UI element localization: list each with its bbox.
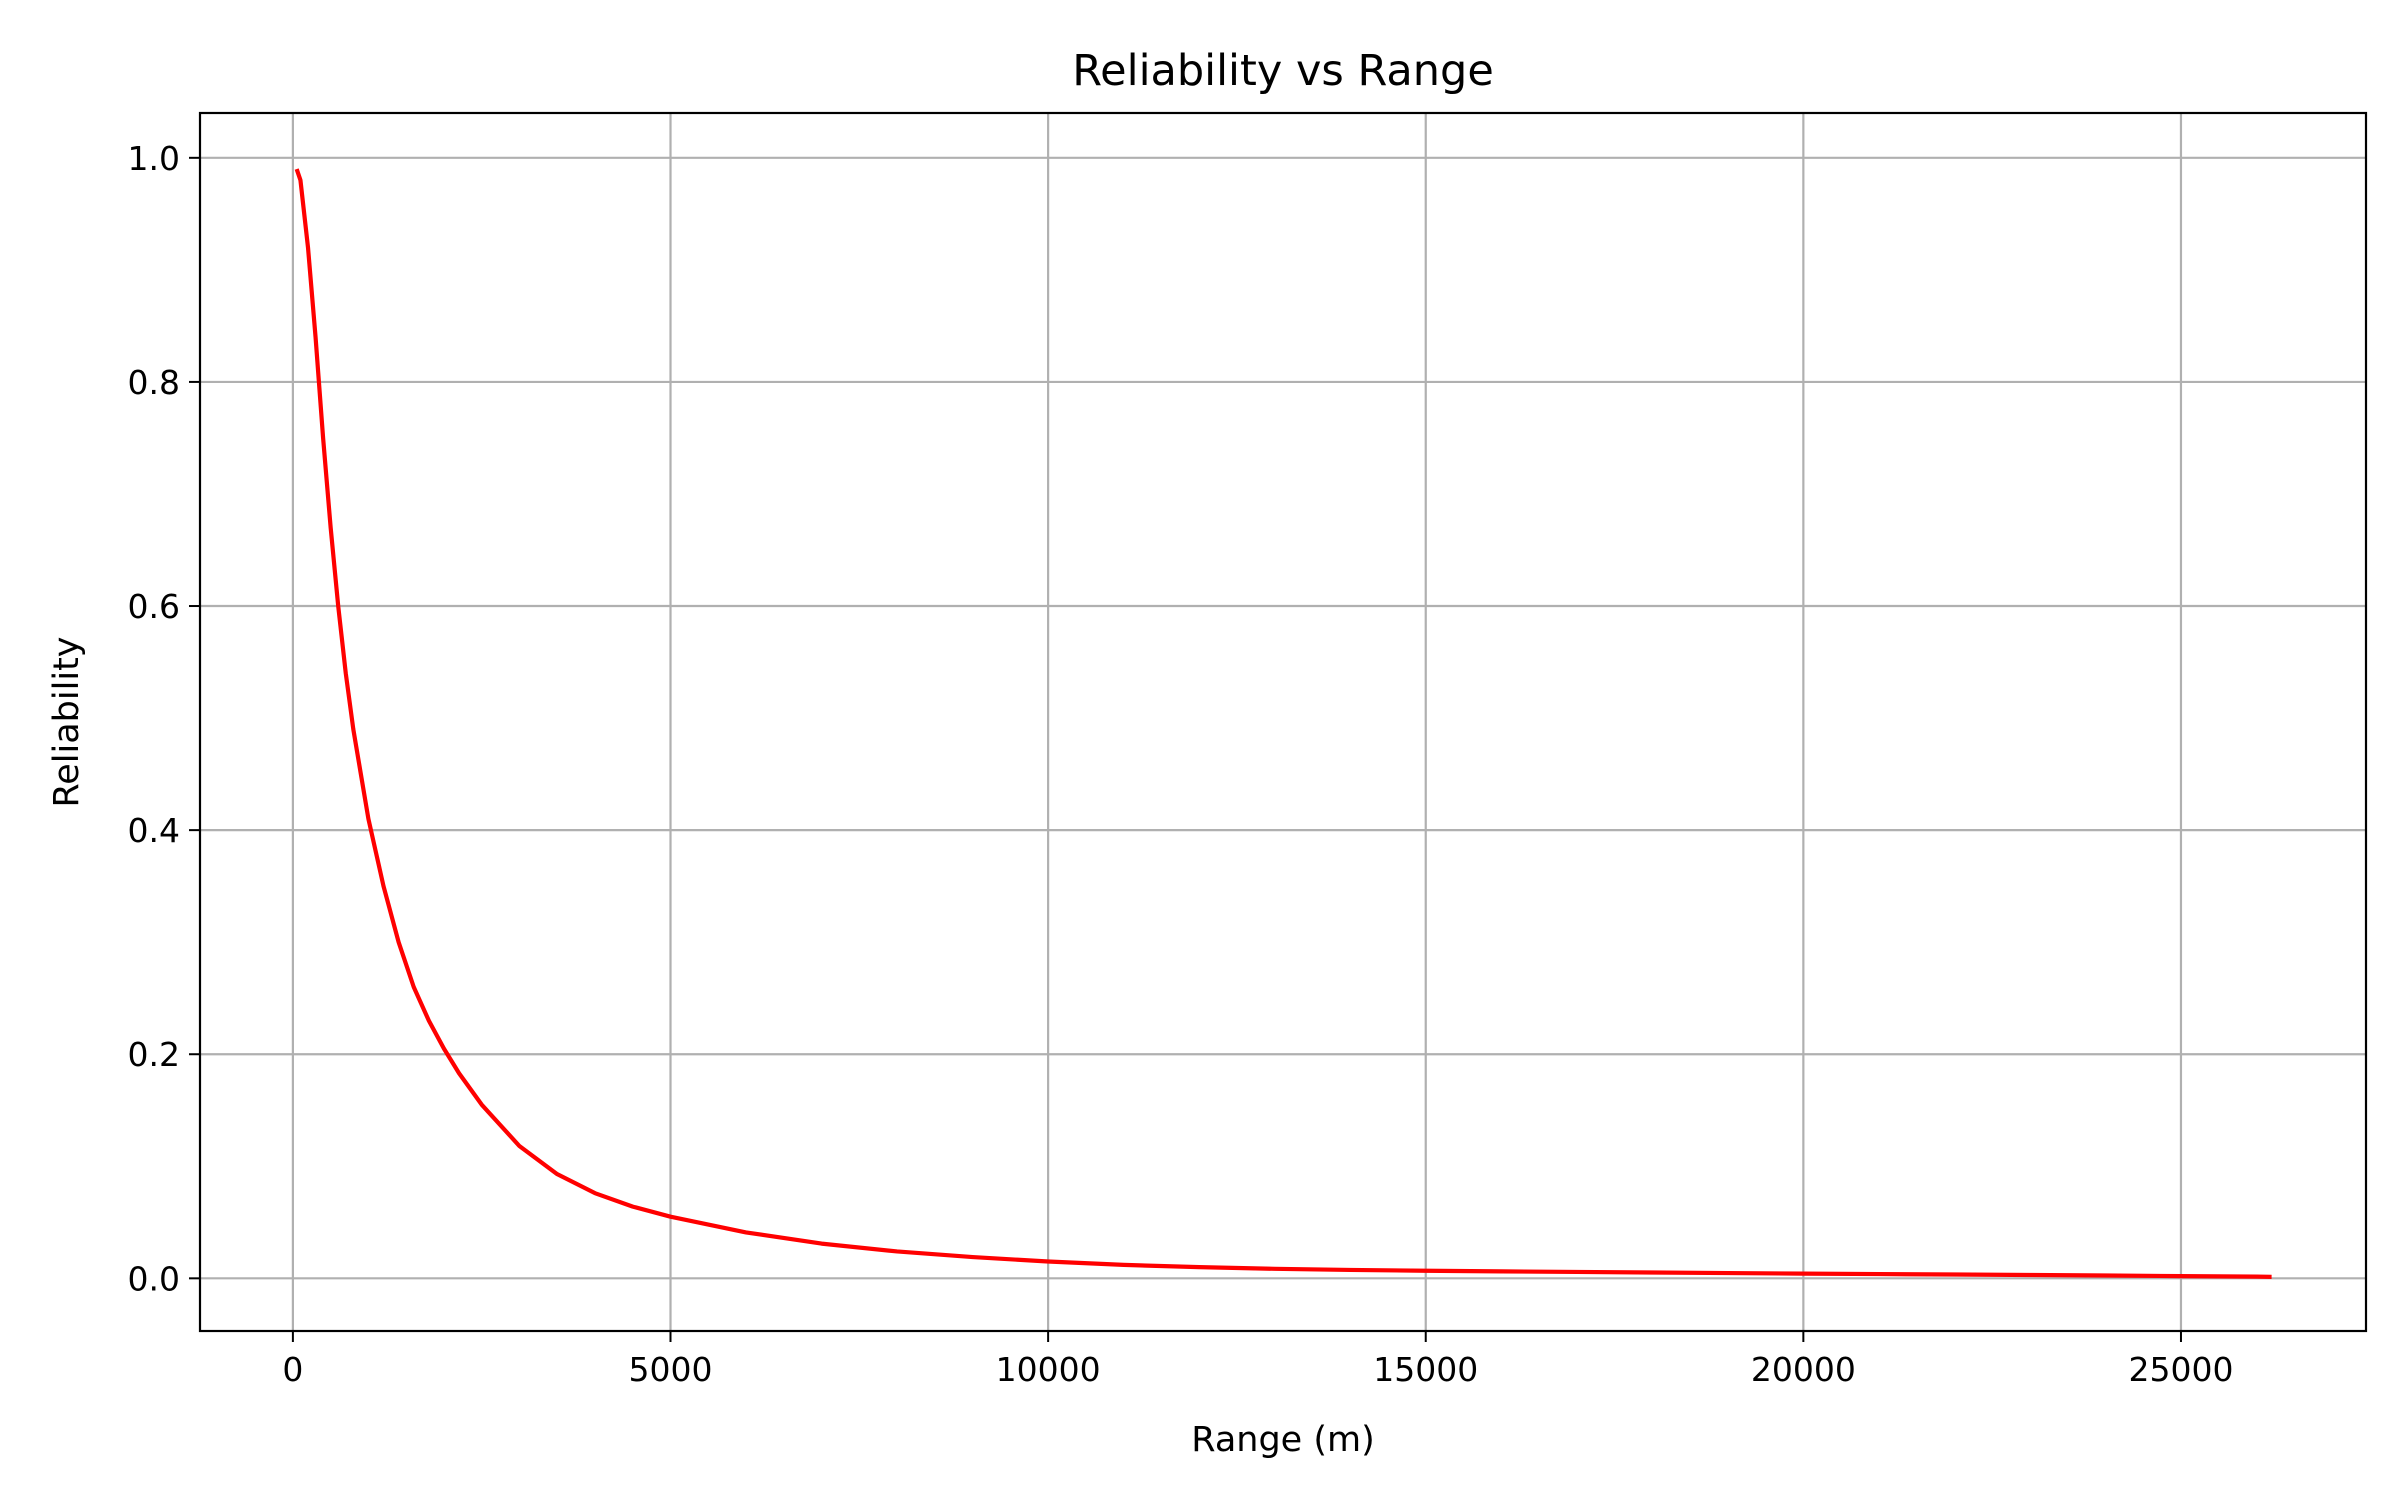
y-tick-label: 1.0	[128, 139, 180, 178]
ticks: 0 5000 10000 15000 20000 25000 0.0 0.2 0.4 0.6 0.8…	[128, 139, 2234, 1389]
y-tick-label: 0.4	[128, 811, 180, 850]
series-layer	[294, 168, 2272, 1279]
y-tick-label: 0.2	[128, 1035, 180, 1074]
y-tick-label: 0.6	[128, 587, 180, 626]
grid-lines	[200, 113, 2366, 1331]
reliability-line	[294, 168, 2272, 1279]
y-axis-title: Reliability	[47, 636, 87, 807]
x-tick-label: 15000	[1373, 1350, 1478, 1389]
x-tick-label: 5000	[629, 1350, 713, 1389]
x-tick-label: 20000	[1751, 1350, 1856, 1389]
x-axis-title: Range (m)	[1191, 1420, 1374, 1460]
x-tick-label: 10000	[996, 1350, 1101, 1389]
plot-area-background	[200, 113, 2366, 1331]
x-tick-label: 25000	[2128, 1350, 2233, 1389]
chart-title: Reliability vs Range	[1072, 46, 1494, 96]
y-tick-label: 0.0	[128, 1259, 180, 1298]
x-tick-label: 0	[282, 1350, 303, 1389]
plot-area-frame	[198, 111, 2368, 1333]
y-tick-label: 0.8	[128, 363, 180, 402]
